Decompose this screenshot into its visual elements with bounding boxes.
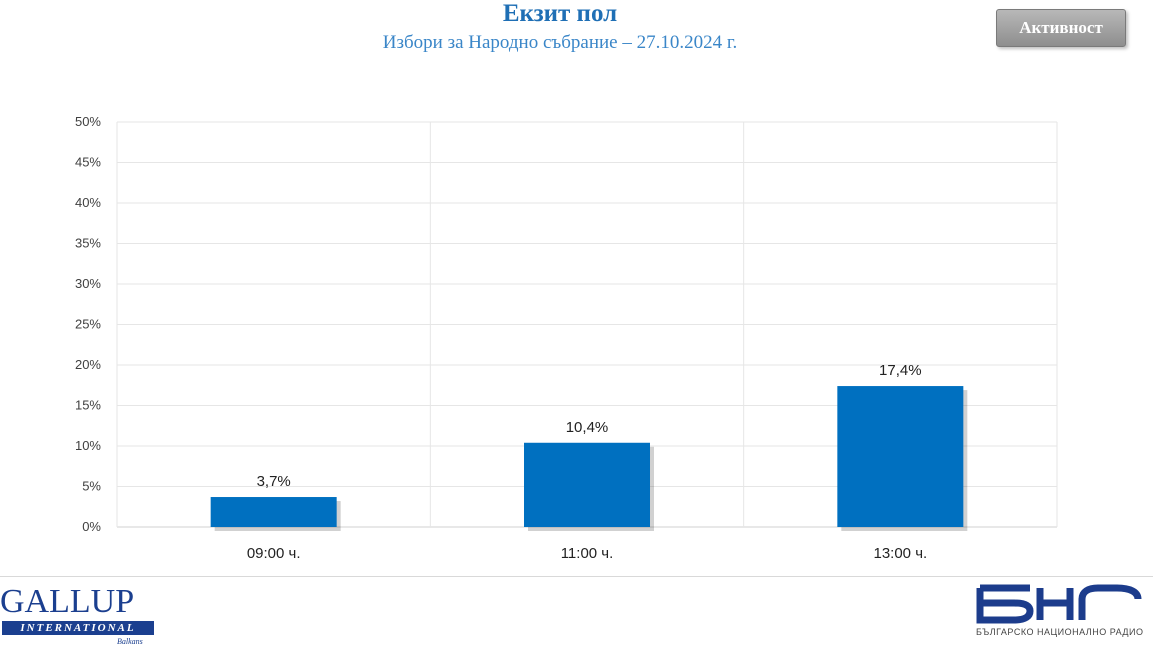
y-tick-label: 15% [75,398,101,413]
y-tick-label: 35% [75,236,101,251]
y-tick-label: 50% [75,114,101,129]
x-tick-label: 11:00 ч. [561,545,614,562]
x-tick-label: 09:00 ч. [247,545,301,562]
bar-value-label: 17,4% [879,362,922,379]
y-tick-label: 30% [75,276,101,291]
bnr-logo: БЪЛГАРСКО НАЦИОНАЛНО РАДИО [972,584,1147,644]
y-tick-label: 10% [75,438,101,453]
bar-value-label: 10,4% [566,419,609,436]
bar-value-label: 3,7% [257,473,291,490]
bnr-logo-mark [976,584,1142,624]
footer-divider [0,576,1153,577]
chart-title: Екзит пол [502,0,618,27]
y-tick-label: 40% [75,195,101,210]
activity-button[interactable]: Активност [996,9,1126,47]
y-tick-label: 25% [75,317,101,332]
gallup-logo: GALLUP INTERNATIONAL Balkans [0,584,160,648]
bar [837,386,964,527]
y-tick-label: 45% [75,155,101,170]
y-tick-label: 0% [82,519,101,534]
bnr-logo-caption: БЪЛГАРСКО НАЦИОНАЛНО РАДИО [976,627,1144,637]
gallup-logo-name: GALLUP [0,583,135,620]
bar-chart: 0% 5% 10% 15% 20% 25% 30% 35% 40% 45% 50% 3,7% 09:00… [75,114,1058,562]
y-tick-label: 5% [82,479,101,494]
gallup-logo-subtitle: INTERNATIONAL [2,621,154,635]
x-tick-label: 13:00 ч. [873,545,927,562]
chart-subtitle: Избори за Народно събрание – 27.10.2024 … [382,32,738,53]
bar [210,497,337,527]
y-tick-label: 20% [75,357,101,372]
gallup-logo-region: Balkans [117,637,143,646]
bar [524,442,650,527]
